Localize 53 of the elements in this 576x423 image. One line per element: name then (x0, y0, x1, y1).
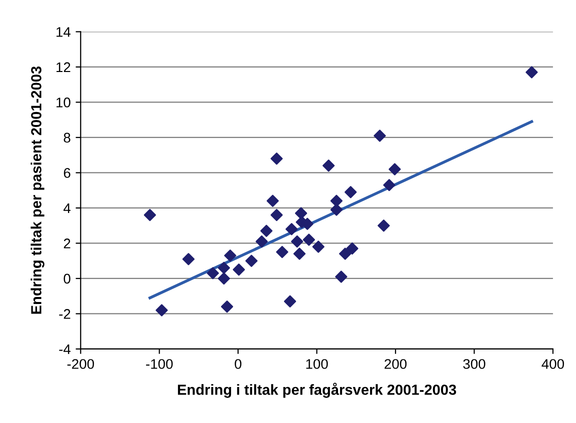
x-tick-label: 300 (463, 359, 486, 369)
point (302, 234, 315, 246)
x-axis-title: Endring i tiltak per fagårsverk 2001-2003 (178, 382, 456, 398)
y-tick-label: 2 (64, 238, 70, 248)
x-tick-label: 200 (384, 359, 407, 369)
y-tick-label: 8 (64, 132, 70, 143)
x-tick-label: -100 (146, 359, 173, 369)
point (232, 264, 245, 276)
point (344, 186, 357, 198)
point (322, 160, 335, 172)
y-tick-label: 4 (64, 203, 71, 214)
x-tick-label: 100 (306, 359, 328, 369)
y-axis-title: Endring tiltak per pasient 2001-2003 (30, 66, 44, 314)
point (526, 66, 538, 78)
y-tick-label: -2 (59, 309, 70, 319)
point (206, 267, 219, 280)
point (312, 240, 324, 253)
point (291, 235, 304, 248)
point (220, 300, 234, 313)
point (339, 248, 352, 260)
point (218, 272, 230, 285)
point (245, 254, 258, 267)
point (260, 224, 272, 237)
point (156, 304, 168, 316)
point (266, 194, 279, 207)
point (144, 208, 156, 222)
point (293, 248, 306, 260)
y-tick-label: -4 (59, 344, 71, 354)
x-tick-label: -200 (67, 359, 94, 369)
point (182, 253, 195, 266)
point (270, 152, 283, 165)
x-tick-label: 0 (234, 359, 242, 369)
x-tick-label: 400 (542, 359, 564, 369)
point (286, 223, 298, 236)
point (270, 208, 283, 222)
y-tick-label: 10 (56, 98, 70, 108)
point (383, 178, 396, 192)
point (224, 249, 236, 262)
point (294, 207, 308, 220)
point (374, 130, 386, 142)
point (218, 262, 230, 274)
point (335, 270, 348, 283)
y-tick-label: 6 (64, 168, 70, 178)
point (378, 220, 390, 232)
point (276, 246, 288, 258)
y-tick-label: 0 (64, 274, 70, 284)
y-tick-label: 14 (56, 27, 71, 37)
point (388, 163, 401, 176)
y-tick-label: 12 (56, 62, 70, 72)
point (330, 204, 343, 216)
point (284, 295, 296, 308)
point (346, 242, 358, 255)
point (256, 235, 268, 248)
